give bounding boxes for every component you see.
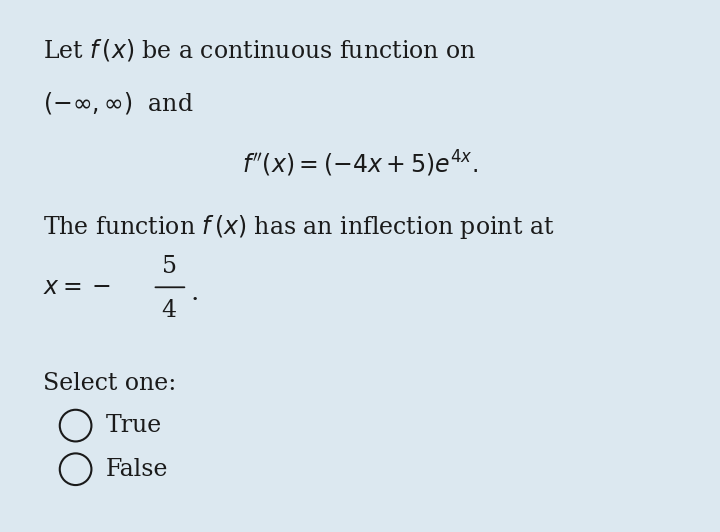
Text: $(-\infty, \infty)$  and: $(-\infty, \infty)$ and [43,90,194,117]
Text: 4: 4 [161,298,177,322]
Text: $x = -$: $x = -$ [43,276,111,299]
Text: False: False [106,458,168,481]
Text: $f''(x) = (-4x + 5)e^{4x}.$: $f''(x) = (-4x + 5)e^{4x}.$ [242,149,478,179]
Text: Let $f\,(x)$ be a continuous function on: Let $f\,(x)$ be a continuous function on [43,37,477,63]
Text: True: True [106,414,162,437]
Text: Select one:: Select one: [43,372,176,395]
Text: The function $f\,(x)$ has an inflection point at: The function $f\,(x)$ has an inflection … [43,213,554,241]
Text: .: . [191,280,199,305]
Text: 5: 5 [162,255,176,278]
